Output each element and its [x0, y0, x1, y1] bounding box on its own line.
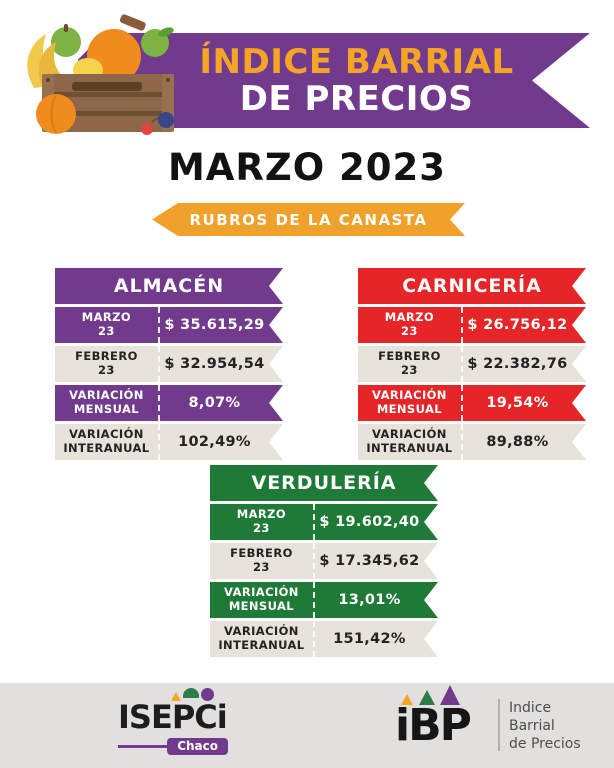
isepci-name: ISEPCi: [118, 698, 228, 736]
ibp-acronym: iBP: [395, 700, 472, 751]
verduleria-title: VERDULERÍA: [251, 472, 397, 494]
row-value: $ 17.345,62: [319, 553, 420, 569]
fruit-crate-illustration: [27, 14, 174, 135]
isepci-region-badge: Chaco: [167, 738, 228, 755]
table-row: VARIACIÓN INTERANUAL 102,49%: [55, 424, 283, 460]
verduleria-header: VERDULERÍA: [210, 465, 438, 501]
table-row: VARIACIÓN MENSUAL 8,07%: [55, 385, 283, 421]
table-row: VARIACIÓN MENSUAL 19,54%: [358, 385, 586, 421]
carniceria-header: CARNICERÍA: [358, 268, 586, 304]
banner-title-line1: ÍNDICE BARRIAL: [199, 41, 514, 82]
row-label: MARZO 23: [55, 307, 160, 343]
ibp-triangle-green-icon: [419, 690, 435, 705]
month-title: MARZO 2023: [167, 146, 447, 189]
row-value: 89,88%: [486, 434, 549, 450]
carniceria-table: CARNICERÍA MARZO 23 $ 26.756,12 FEBRERO …: [358, 268, 586, 463]
table-row: MARZO 23 $ 26.756,12: [358, 307, 586, 343]
ibp-triangle-orange-icon: [401, 694, 413, 705]
table-row: FEBRERO 23 $ 32.954,54: [55, 346, 283, 382]
table-row: VARIACIÓN MENSUAL 13,01%: [210, 582, 438, 618]
row-value: $ 19.602,40: [319, 514, 420, 530]
table-row: MARZO 23 $ 19.602,40: [210, 504, 438, 540]
ibp-label: Indice Barrial de Precios: [509, 700, 581, 752]
row-label: MARZO 23: [210, 504, 315, 540]
isepci-underline: [118, 745, 168, 748]
row-label: MARZO 23: [358, 307, 463, 343]
isepci-logo: ISEPCi Chaco: [118, 686, 243, 761]
row-label: FEBRERO 23: [358, 346, 463, 382]
row-value: 19,54%: [486, 395, 549, 411]
table-row: FEBRERO 23 $ 17.345,62: [210, 543, 438, 579]
isepci-arch-icon: [183, 688, 199, 698]
table-row: FEBRERO 23 $ 22.382,76: [358, 346, 586, 382]
row-label: VARIACIÓN INTERANUAL: [55, 424, 160, 460]
isepci-triangle-icon: [171, 692, 181, 701]
row-label: VARIACIÓN MENSUAL: [55, 385, 160, 421]
ibp-triangle-purple-icon: [440, 685, 460, 705]
basket-ribbon: RUBROS DE LA CANASTA: [152, 203, 465, 236]
table-row: VARIACIÓN INTERANUAL 89,88%: [358, 424, 586, 460]
row-label: VARIACIÓN MENSUAL: [210, 582, 315, 618]
almacen-header: ALMACÉN: [55, 268, 283, 304]
isepci-bottom-row: Chaco: [118, 738, 228, 755]
carniceria-title: CARNICERÍA: [402, 275, 542, 297]
ibp-logo: iBP Indice Barrial de Precios: [395, 683, 590, 763]
header-banner-title: ÍNDICE BARRIAL DE PRECIOS: [193, 33, 520, 128]
row-label: VARIACIÓN INTERANUAL: [210, 621, 315, 657]
banner-title-line2: DE PRECIOS: [239, 78, 474, 119]
row-label: FEBRERO 23: [55, 346, 160, 382]
row-label: VARIACIÓN INTERANUAL: [358, 424, 463, 460]
row-value: 13,01%: [338, 592, 401, 608]
ibp-divider: [498, 699, 500, 751]
row-value: $ 22.382,76: [467, 356, 568, 372]
isepci-dot-icon: [201, 688, 214, 701]
almacen-title: ALMACÉN: [113, 275, 225, 297]
row-label: FEBRERO 23: [210, 543, 315, 579]
row-label: VARIACIÓN MENSUAL: [358, 385, 463, 421]
almacen-table: ALMACÉN MARZO 23 $ 35.615,29 FEBRERO 23 …: [55, 268, 283, 463]
row-value: 102,49%: [178, 434, 251, 450]
row-value: $ 26.756,12: [467, 317, 568, 333]
basket-ribbon-label: RUBROS DE LA CANASTA: [189, 210, 428, 229]
table-row: MARZO 23 $ 35.615,29: [55, 307, 283, 343]
row-value: $ 35.615,29: [164, 317, 265, 333]
row-value: 151,42%: [333, 631, 406, 647]
verduleria-table: VERDULERÍA MARZO 23 $ 19.602,40 FEBRERO …: [210, 465, 438, 660]
table-row: VARIACIÓN INTERANUAL 151,42%: [210, 621, 438, 657]
row-value: $ 32.954,54: [164, 356, 265, 372]
footer: ISEPCi Chaco iBP Indice Barrial de Preci…: [0, 683, 614, 768]
row-value: 8,07%: [188, 395, 241, 411]
